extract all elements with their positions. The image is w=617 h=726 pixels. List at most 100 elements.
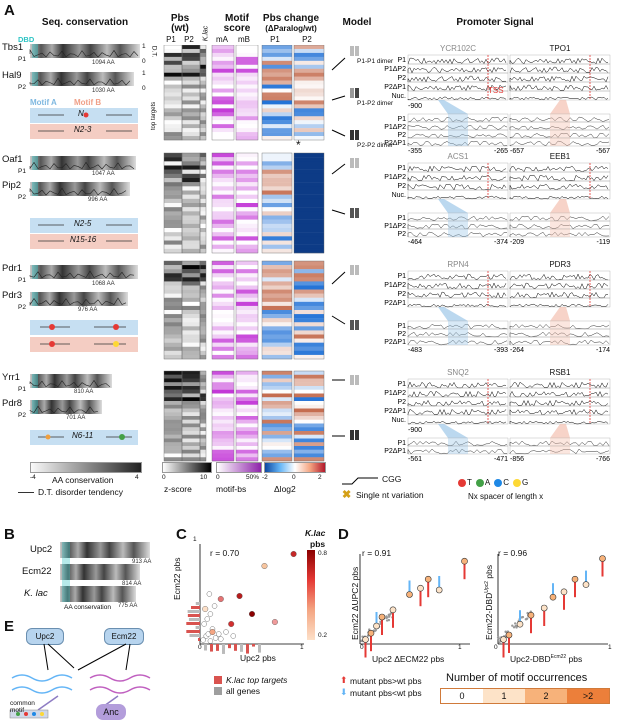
data-point [388, 615, 391, 618]
heatmap-cell [164, 330, 182, 335]
coord-start: -264 [510, 347, 524, 354]
heatmap-cell [262, 273, 292, 278]
heatmap-cell [236, 136, 258, 141]
heatmap-cell [236, 350, 258, 356]
heatmap-cell [212, 412, 234, 417]
zoom-signal-trace [407, 331, 508, 338]
heatmap-cell [294, 434, 324, 439]
heatmap-cell [212, 76, 234, 81]
heatmap-cell [262, 124, 292, 129]
heatmap-cell [200, 100, 206, 105]
coord-end: -119 [597, 239, 611, 246]
heatmap-border [211, 370, 235, 462]
common-motif-label: common motif [10, 700, 35, 714]
aa-length: 1068 AA [92, 281, 115, 287]
heatmap-cell [164, 45, 182, 50]
model-label-p1p2: P1-P2 dimer [357, 100, 394, 107]
motif-highlight [550, 114, 570, 122]
heatmap-cell [262, 84, 292, 89]
dt-label: D.T. [150, 45, 158, 58]
heatmap-cell [182, 442, 200, 447]
motifbs-colorbar [216, 462, 262, 473]
conservation-strip [30, 292, 128, 306]
heatmap-cell [236, 318, 258, 323]
heatmap-cell [236, 182, 258, 187]
zoom-signal-trace [509, 215, 610, 222]
heatmap-cell [262, 318, 292, 323]
heatmap-cell [200, 80, 206, 85]
marginal-bar [216, 644, 219, 651]
data-point [461, 557, 468, 565]
heatmap-cell [262, 457, 292, 462]
heatmap-cell [164, 334, 182, 339]
heatmap-cell [164, 60, 182, 65]
d-max: 2 [318, 474, 322, 481]
legend-all: all genes [226, 686, 261, 696]
data-point [271, 618, 278, 625]
heatmap-cell [164, 382, 182, 387]
heatmap-cell [200, 76, 206, 81]
heatmap-cell [294, 182, 324, 187]
heatmap-cell [212, 240, 234, 245]
heatmap-cell [262, 157, 292, 162]
heatmap-cell [164, 228, 182, 233]
heatmap-cell [200, 285, 206, 290]
zoom-wedge [550, 199, 570, 213]
heatmap-cell [262, 326, 292, 331]
data-point [549, 593, 557, 601]
ecm22-node: Ecm22 [104, 628, 144, 645]
p-label: P2 [18, 412, 26, 419]
heatmap-border [211, 260, 235, 360]
dbd-region [32, 44, 38, 58]
chart-d-right-ylabel: Ecm22-DBDUpc2 pbs [484, 565, 494, 640]
heatmap-cell [182, 248, 200, 254]
heatmap-cell [212, 186, 234, 191]
heatmap-cell [294, 173, 324, 179]
motif-highlight [550, 122, 570, 130]
heatmap-cell [236, 56, 258, 62]
heatmap-cell [200, 261, 206, 266]
gene-upc2: Upc2 [30, 544, 53, 555]
heatmap-cell [200, 453, 206, 458]
zoom-signal-trace [509, 223, 610, 230]
signal-trace [509, 273, 609, 281]
heatmap-cell [262, 112, 292, 117]
data-point [200, 637, 206, 643]
heatmap-cell [212, 386, 234, 390]
signal-trace [407, 282, 507, 290]
track-box [407, 396, 509, 407]
header-pbs: Pbs [170, 13, 190, 24]
track-label: P1ΔP2 [384, 174, 406, 181]
heatmap-cell [262, 68, 292, 73]
coord-start: -561 [408, 456, 422, 463]
motif-b-label: Motif B [74, 98, 102, 107]
heatmap-cell [200, 182, 206, 187]
dbd-region [32, 265, 38, 279]
chart-d-right-xlabel: Upc2-DBDEcm22 pbs [510, 654, 583, 664]
z-min: 0 [162, 474, 166, 481]
heatmap-cell [262, 310, 292, 315]
panel-e-network [9, 643, 151, 719]
heatmap-cell [294, 178, 324, 183]
heatmap-cell [164, 211, 182, 216]
heatmap-cell [262, 240, 292, 245]
heatmap-cell [262, 45, 292, 50]
heatmap-cell [164, 64, 182, 69]
chart-d-left-xlabel: Upc2 ΔECM22 pbs [372, 654, 445, 664]
heatmap-cell [212, 161, 234, 166]
data-point [515, 626, 518, 629]
heatmap-cell [200, 382, 206, 387]
data-point [236, 592, 243, 599]
model-diagram [331, 46, 359, 440]
heatmap-cell [200, 60, 206, 65]
heatmap-cell [182, 84, 200, 89]
heatmap-cell [236, 207, 258, 212]
heatmap-cell [294, 408, 324, 413]
heatmap-cell [182, 330, 200, 335]
heatmap-cell [164, 389, 182, 394]
signal-trace [407, 291, 507, 299]
track-label: Nuc. [392, 417, 406, 424]
heatmap-cell [262, 408, 292, 413]
motif-b-box [30, 234, 138, 249]
heatmap-cell [164, 178, 182, 183]
